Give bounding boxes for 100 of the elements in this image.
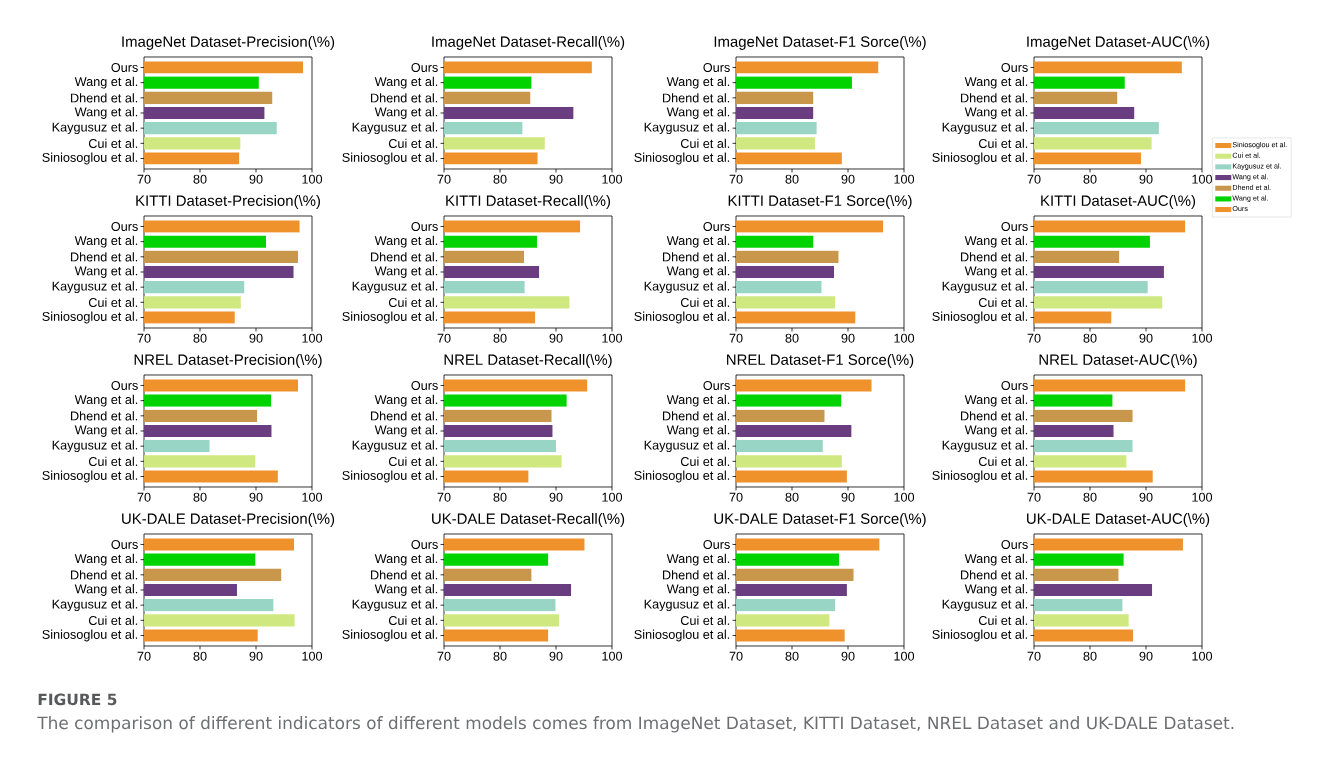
y-tick-label: Wang et al.: [74, 394, 138, 407]
y-tick-label: Wang et al.: [74, 107, 138, 119]
x-tick-label: 90: [841, 492, 855, 502]
y-tick-label: Wang et al.: [964, 553, 1028, 566]
y-tick-label: Cui et al.: [88, 297, 138, 307]
y-tick-label: Wang et al.: [374, 235, 438, 248]
y-tick-label: Cui et al.: [978, 138, 1028, 148]
x-tick-label: 100: [302, 651, 323, 661]
x-tick-label: 100: [602, 651, 623, 661]
y-tick-label: Wang et al.: [74, 553, 138, 566]
x-tick-label: 80: [193, 174, 207, 184]
y-tick-label: Cui et al.: [680, 297, 730, 307]
x-tick-label: 70: [137, 174, 151, 184]
chart-title: NREL Dataset-AUC(\%): [1039, 353, 1197, 368]
y-tick-label: Siniosoglou et al.: [342, 470, 438, 483]
y-tick-label: Dhend et al.: [961, 93, 1028, 103]
chart-title: ImageNet Dataset-Recall(\%): [432, 35, 625, 50]
x-tick-label: 80: [785, 174, 799, 184]
chart-title: NREL Dataset-Precision(\%): [134, 353, 322, 368]
y-tick-label: Wang et al.: [964, 76, 1028, 89]
y-tick-label: Ours: [1001, 539, 1028, 549]
y-tick-label: Cui et al.: [388, 297, 438, 307]
y-tick-label: Cui et al.: [388, 456, 438, 466]
x-tick-label: 90: [549, 492, 563, 502]
y-tick-label: Siniosoglou et al.: [932, 152, 1028, 165]
y-tick-label: Cui et al.: [978, 615, 1028, 625]
y-tick-label: Kaygusuz et al.: [52, 281, 138, 294]
x-tick-label: 100: [894, 651, 915, 661]
x-tick-label: 90: [549, 174, 563, 184]
y-tick-label: Ours: [703, 62, 730, 72]
y-tick-label: Wang et al.: [964, 107, 1028, 119]
y-tick-label: Wang et al.: [374, 425, 438, 437]
x-tick-label: 90: [549, 651, 563, 661]
y-tick-label: Cui et al.: [88, 138, 138, 148]
chart-title: UK-DALE Dataset-Recall(\%): [432, 512, 625, 527]
x-tick-label: 80: [1083, 333, 1097, 343]
y-tick-label: Siniosoglou et al.: [634, 311, 730, 324]
x-tick-label: 80: [785, 492, 799, 502]
x-tick-label: 70: [729, 651, 743, 661]
y-tick-label: Wang et al.: [964, 235, 1028, 248]
x-tick-label: 80: [1083, 492, 1097, 502]
y-tick-label: Wang et al.: [74, 235, 138, 248]
y-tick-label: Wang et al.: [964, 584, 1028, 596]
x-tick-label: 70: [137, 333, 151, 343]
x-tick-label: 100: [1192, 333, 1213, 343]
chart-title: NREL Dataset-Recall(\%): [444, 353, 612, 368]
y-tick-label: Kaygusuz et al.: [644, 122, 730, 135]
x-tick-label: 90: [549, 333, 563, 343]
y-tick-label: Wang et al.: [374, 107, 438, 119]
x-tick-label: 70: [437, 651, 451, 661]
y-tick-label: Ours: [703, 380, 730, 390]
y-tick-label: Dhend et al.: [663, 411, 730, 421]
y-tick-label: Ours: [411, 62, 438, 72]
x-tick-label: 70: [729, 333, 743, 343]
y-tick-label: Wang et al.: [964, 394, 1028, 407]
y-tick-label: Dhend et al.: [371, 570, 438, 580]
x-tick-label: 90: [249, 492, 263, 502]
y-tick-label: Wang et al.: [666, 235, 730, 248]
y-tick-label: Wang et al.: [374, 76, 438, 89]
x-tick-label: 100: [894, 492, 915, 502]
y-tick-label: Ours: [703, 221, 730, 231]
x-tick-label: 100: [602, 492, 623, 502]
y-tick-label: Cui et al.: [978, 297, 1028, 307]
text: FIGURE 5: [38, 693, 117, 706]
y-tick-label: Kaygusuz et al.: [942, 599, 1028, 612]
x-tick-label: 80: [785, 651, 799, 661]
x-tick-label: 100: [894, 333, 915, 343]
y-tick-label: Cui et al.: [88, 615, 138, 625]
y-tick-label: Dhend et al.: [71, 570, 138, 580]
x-tick-label: 90: [1139, 333, 1153, 343]
y-tick-label: Dhend et al.: [961, 252, 1028, 262]
y-tick-label: Siniosoglou et al.: [932, 470, 1028, 483]
y-tick-label: Ours: [111, 62, 138, 72]
y-tick-label: Wang et al.: [374, 394, 438, 407]
x-tick-label: 100: [302, 333, 323, 343]
chart-title: ImageNet Dataset-Precision(\%): [122, 35, 335, 50]
chart-title: KITTI Dataset-AUC(\%): [1041, 194, 1196, 209]
x-tick-label: 100: [302, 492, 323, 502]
y-tick-label: Wang et al.: [666, 107, 730, 119]
x-tick-label: 90: [249, 174, 263, 184]
x-tick-label: 70: [729, 492, 743, 502]
x-tick-label: 100: [1192, 174, 1213, 184]
x-tick-label: 90: [1139, 651, 1153, 661]
y-tick-label: Ours: [111, 539, 138, 549]
y-tick-label: Wang et al.: [74, 76, 138, 89]
x-tick-label: 70: [1027, 333, 1041, 343]
x-tick-label: 90: [249, 651, 263, 661]
y-tick-label: Dhend et al.: [371, 411, 438, 421]
y-tick-label: Wang et al.: [964, 266, 1028, 278]
x-tick-label: 70: [729, 174, 743, 184]
y-tick-label: Kaygusuz et al.: [644, 599, 730, 612]
y-tick-label: Siniosoglou et al.: [342, 629, 438, 642]
y-tick-label: Dhend et al.: [663, 252, 730, 262]
y-tick-label: Siniosoglou et al.: [634, 152, 730, 165]
y-tick-label: Wang et al.: [374, 553, 438, 566]
y-tick-label: Wang et al.: [666, 394, 730, 407]
y-tick-label: Wang et al.: [666, 76, 730, 89]
chart-title: KITTI Dataset-Precision(\%): [136, 194, 320, 209]
y-tick-label: Kaygusuz et al.: [52, 599, 138, 612]
y-tick-label: Kaygusuz et al.: [644, 281, 730, 294]
